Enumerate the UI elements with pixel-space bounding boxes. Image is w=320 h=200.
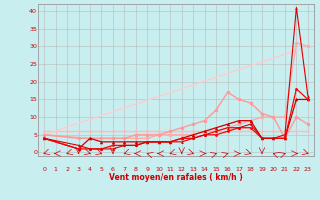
- X-axis label: Vent moyen/en rafales ( km/h ): Vent moyen/en rafales ( km/h ): [109, 174, 243, 182]
